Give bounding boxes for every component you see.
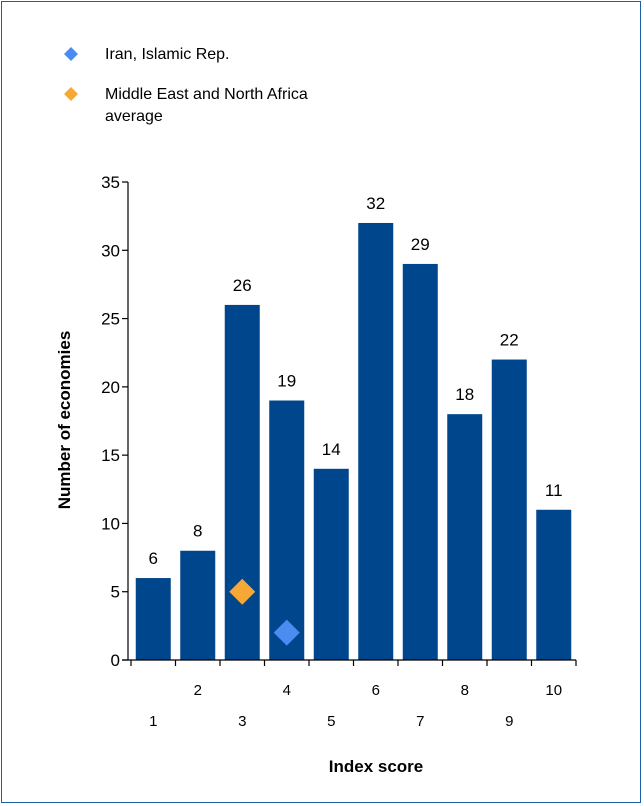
bar (313, 468, 349, 660)
y-tick-label: 25 (101, 310, 120, 329)
legend-marker (64, 87, 78, 101)
data-label: 19 (277, 372, 296, 391)
y-tick-label: 20 (101, 378, 120, 397)
bar (358, 222, 394, 660)
bar (224, 304, 260, 660)
x-tick-label: 5 (327, 713, 335, 730)
x-tick-label: 9 (505, 713, 513, 730)
data-label: 8 (193, 522, 202, 541)
x-tick-label: 10 (545, 682, 562, 699)
data-label: 18 (455, 385, 474, 404)
bar (135, 578, 171, 660)
x-tick-label: 6 (372, 682, 380, 699)
x-tick-label: 8 (461, 682, 469, 699)
x-tick-label: 3 (238, 713, 246, 730)
y-tick-label: 15 (101, 446, 120, 465)
marker-point (273, 619, 300, 646)
legend-label: Middle East and North Africa (105, 86, 308, 103)
data-label: 32 (366, 194, 385, 213)
y-tick-label: 35 (101, 173, 120, 192)
x-axis-title: Index score (329, 757, 424, 776)
y-tick-label: 0 (111, 651, 120, 670)
data-label: 14 (322, 440, 341, 459)
x-tick-label: 2 (194, 682, 202, 699)
data-label: 6 (149, 549, 158, 568)
data-label: 11 (545, 481, 563, 500)
bar (402, 263, 438, 660)
y-tick-label: 10 (101, 514, 120, 533)
y-tick-label: 5 (111, 583, 120, 602)
legend-label: Iran, Islamic Rep. (105, 46, 229, 63)
bar (491, 359, 527, 660)
x-tick-label: 1 (149, 713, 157, 730)
data-label: 26 (233, 276, 252, 295)
y-axis-title: Number of economies (55, 331, 74, 510)
bar (447, 414, 483, 660)
x-tick-label: 4 (283, 682, 291, 699)
data-label: 22 (500, 331, 519, 350)
bar (536, 509, 572, 660)
marker-point (229, 578, 256, 605)
data-label: 29 (411, 235, 430, 254)
legend-label: average (105, 108, 163, 125)
bar (269, 400, 305, 660)
x-tick-label: 7 (416, 713, 424, 730)
y-tick-label: 30 (101, 241, 120, 260)
bar (180, 550, 216, 660)
legend-marker (64, 47, 78, 61)
